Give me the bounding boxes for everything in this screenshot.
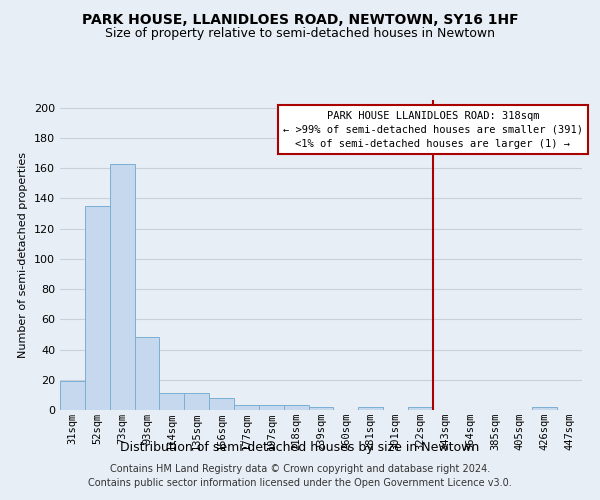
Bar xyxy=(358,407,383,410)
Bar xyxy=(85,206,110,410)
Y-axis label: Number of semi-detached properties: Number of semi-detached properties xyxy=(19,152,28,358)
Bar xyxy=(532,407,557,410)
Text: PARK HOUSE, LLANIDLOES ROAD, NEWTOWN, SY16 1HF: PARK HOUSE, LLANIDLOES ROAD, NEWTOWN, SY… xyxy=(82,12,518,26)
Text: Size of property relative to semi-detached houses in Newtown: Size of property relative to semi-detach… xyxy=(105,28,495,40)
Bar xyxy=(284,406,308,410)
Bar xyxy=(110,164,134,410)
Bar xyxy=(134,338,160,410)
Bar xyxy=(408,407,433,410)
Bar xyxy=(60,382,85,410)
Bar xyxy=(160,394,184,410)
Bar xyxy=(209,398,234,410)
Text: Distribution of semi-detached houses by size in Newtown: Distribution of semi-detached houses by … xyxy=(121,441,479,454)
Bar xyxy=(259,406,284,410)
Text: PARK HOUSE LLANIDLOES ROAD: 318sqm
← >99% of semi-detached houses are smaller (3: PARK HOUSE LLANIDLOES ROAD: 318sqm ← >99… xyxy=(283,110,583,148)
Bar xyxy=(234,406,259,410)
Bar xyxy=(308,407,334,410)
Bar xyxy=(184,394,209,410)
Text: Contains HM Land Registry data © Crown copyright and database right 2024.
Contai: Contains HM Land Registry data © Crown c… xyxy=(88,464,512,487)
